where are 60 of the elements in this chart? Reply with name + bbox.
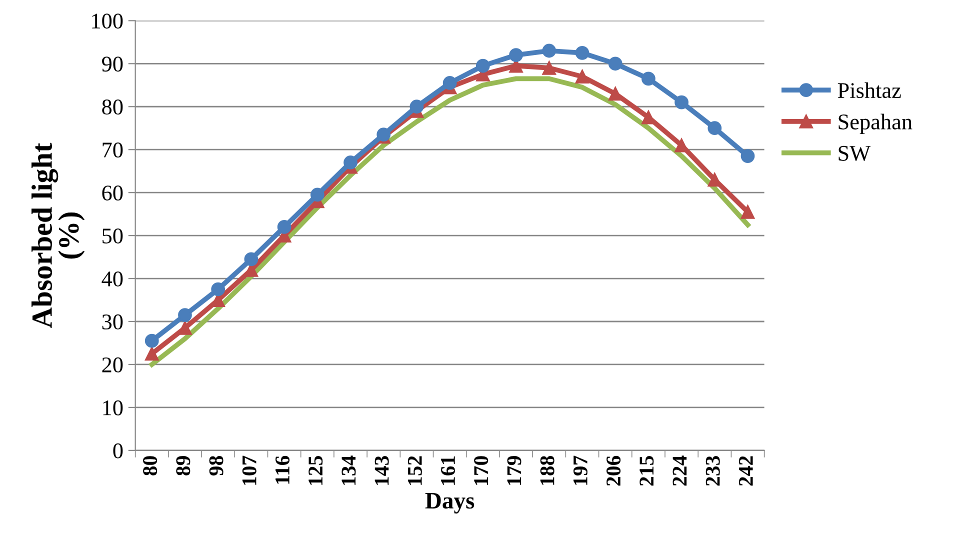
y-tick-label: 60	[102, 186, 123, 201]
point	[310, 188, 324, 202]
x-tick-label: 143	[374, 456, 389, 485]
point	[608, 86, 622, 101]
point	[641, 72, 656, 86]
x-tick-label: 161	[441, 456, 456, 485]
x-tick-label: 125	[308, 456, 323, 485]
x-axis-title: Days	[425, 492, 474, 514]
y-tick-label: 80	[102, 100, 123, 115]
point	[344, 156, 358, 170]
y-tick-label: 70	[102, 142, 123, 158]
point	[410, 100, 424, 114]
x-tick-label: 89	[176, 456, 190, 476]
y-tick-label: 0	[113, 443, 123, 458]
point	[708, 121, 722, 136]
x-tick-label: 242	[738, 456, 753, 486]
y-axis-title: Absorbed light (%)	[32, 142, 85, 328]
x-tick-label: 206	[606, 456, 621, 486]
point	[476, 58, 490, 73]
x-tick-label: 179	[507, 456, 522, 485]
y-tick-label: 100	[92, 14, 123, 29]
point	[542, 44, 556, 58]
point	[144, 346, 159, 361]
legend-label: SW	[838, 146, 871, 161]
x-tick-label: 116	[276, 456, 290, 484]
point	[211, 282, 226, 296]
point	[442, 76, 457, 90]
point	[575, 70, 590, 84]
point	[740, 204, 755, 219]
legend-label: Sepahan	[838, 114, 912, 134]
x-tick-label: 215	[640, 456, 654, 486]
point	[244, 252, 258, 266]
point	[674, 95, 688, 110]
point	[608, 56, 622, 71]
point	[542, 61, 556, 75]
legend-label: Pishtaz	[838, 82, 901, 98]
x-tick-label: 197	[573, 456, 588, 485]
point	[277, 220, 292, 234]
x-tick-label: 80	[143, 456, 158, 476]
y-tick-label: 10	[103, 400, 123, 416]
point	[178, 308, 192, 322]
x-tick-label: 152	[408, 456, 422, 485]
point	[740, 149, 755, 163]
y-tick-label: 20	[102, 357, 123, 372]
y-tick-label: 30	[102, 314, 123, 330]
point	[178, 321, 192, 335]
point	[674, 138, 688, 152]
y-tick-label: 40	[102, 271, 123, 286]
point	[575, 46, 590, 60]
x-tick-label: 107	[242, 456, 256, 485]
x-tick-label: 170	[474, 456, 488, 485]
point	[144, 334, 159, 348]
y-tick-label: 50	[102, 228, 123, 244]
x-tick-label: 98	[209, 456, 224, 476]
x-tick-label: 224	[672, 456, 687, 486]
x-tick-label: 233	[706, 456, 720, 486]
x-tick-label: 134	[342, 456, 356, 485]
y-tick-label: 90	[102, 56, 123, 72]
point	[509, 48, 523, 62]
x-tick-label: 188	[540, 456, 554, 485]
